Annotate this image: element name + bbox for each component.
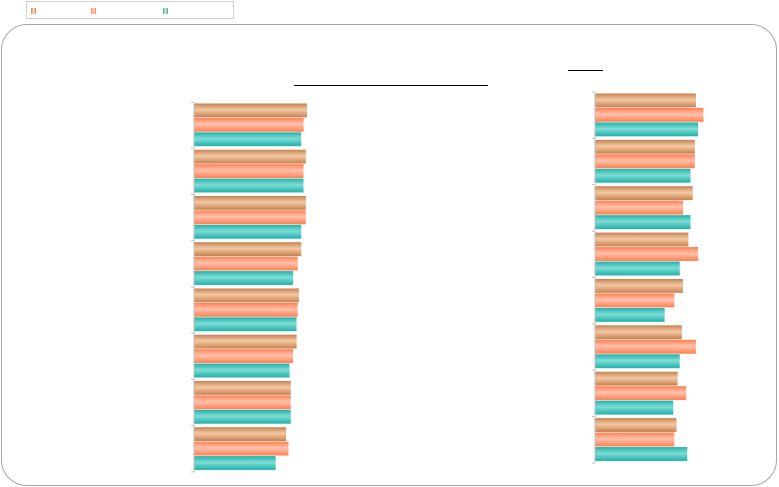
title-underline: [294, 85, 488, 86]
bar-left-cat-3-series-3: [194, 224, 302, 239]
bar-left-cat-1-series-3: [194, 132, 302, 147]
bar-left-cat-2-series-2: [194, 164, 304, 179]
bar-left-cat-5-series-3: [194, 317, 297, 332]
bar-left-cat-5-series-1: [194, 288, 299, 303]
bar-right-cat-3-series-1: [595, 186, 693, 201]
bar-left-cat-3-series-2: [194, 210, 306, 225]
bar-left-cat-4-series-1: [194, 242, 302, 257]
bar-left-cat-2-series-3: [194, 178, 304, 193]
bar-right-cat-5-series-2: [595, 293, 675, 308]
bar-left-cat-6-series-2: [194, 349, 294, 364]
bar-right-cat-2-series-2: [595, 154, 695, 169]
bar-left-cat-5-series-2: [194, 302, 298, 317]
bar-left-cat-4-series-3: [194, 271, 294, 285]
legend-swatch: [163, 8, 168, 14]
bar-right-cat-7-series-1: [595, 371, 678, 386]
bar-left-cat-8-series-3: [194, 456, 276, 470]
bar-left-cat-7-series-3: [194, 409, 291, 424]
bar-right-cat-4-series-2: [595, 247, 699, 261]
chart-left: [191, 101, 308, 473]
bar-left-cat-1-series-2: [194, 117, 304, 132]
bar-right-cat-5-series-3: [595, 307, 665, 322]
bar-right-cat-6-series-3: [595, 354, 680, 369]
legend-swatch: [31, 8, 36, 14]
bar-left-cat-7-series-2: [194, 395, 291, 410]
bar-left-cat-3-series-1: [194, 195, 306, 210]
bar-right-cat-4-series-3: [595, 261, 680, 276]
bar-left-cat-6-series-1: [194, 334, 297, 349]
bar-right-cat-5-series-1: [595, 278, 683, 293]
bar-right-cat-2-series-3: [595, 168, 691, 183]
bar-right-cat-3-series-2: [595, 200, 683, 215]
bar-right-cat-1-series-3: [595, 122, 699, 137]
bar-right-cat-7-series-2: [595, 386, 687, 401]
bar-right-cat-3-series-3: [595, 215, 691, 230]
bar-left-cat-6-series-3: [194, 363, 290, 378]
bar-right-cat-8-series-1: [595, 418, 677, 432]
bar-left-cat-4-series-2: [194, 256, 298, 271]
bar-right-cat-6-series-2: [595, 339, 696, 354]
chart-right: [592, 91, 704, 464]
legend: [26, 1, 234, 19]
bar-left-cat-8-series-1: [194, 427, 287, 442]
bar-right-cat-1-series-1: [595, 93, 696, 108]
bar-right-cat-8-series-3: [595, 447, 688, 461]
bar-left-cat-1-series-1: [194, 103, 308, 118]
bar-right-cat-1-series-2: [595, 107, 704, 122]
bar-left-cat-2-series-1: [194, 149, 306, 164]
legend-swatch: [91, 8, 96, 14]
bar-right-cat-6-series-1: [595, 325, 682, 340]
bar-right-cat-8-series-2: [595, 432, 675, 447]
bar-right-cat-2-series-1: [595, 139, 695, 154]
bar-left-cat-8-series-2: [194, 441, 289, 456]
bar-right-cat-7-series-3: [595, 400, 674, 415]
subtitle-underline: [568, 70, 603, 71]
bar-right-cat-4-series-1: [595, 232, 689, 247]
bar-left-cat-7-series-1: [194, 380, 291, 395]
